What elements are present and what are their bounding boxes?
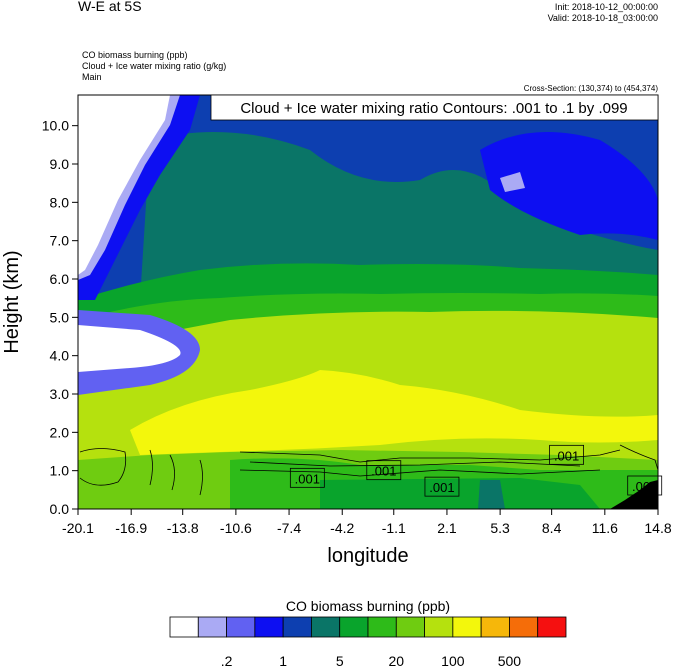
contour-line [239,449,621,463]
colorbar-swatch [169,616,199,638]
colorbar-swatch [226,616,256,638]
x-axis: -20.1 -16.9 -13.8 -10.6 -7.4 -4.2 -1.1 2.1 5.3 8.… [62,509,672,536]
x-tick-label: -16.9 [115,520,147,536]
colorbar-swatch [254,616,284,638]
colorbar-tick-label: 20 [388,653,404,667]
contour-label-box [549,444,584,465]
x-axis-label: longitude [327,545,408,567]
contour-line [169,454,175,491]
contour-label: .001 [295,471,320,486]
contour-labels: .001 .001 .001 .001 .001 [289,444,663,497]
band-yellow [130,370,658,455]
contour-label-box [289,467,325,488]
colorbar-swatch [424,616,454,638]
x-tick-label: -1.1 [382,520,406,536]
contour-line [619,444,659,471]
contour-title-box [210,94,659,121]
band-bottom-teal [478,480,505,509]
contour-label-box [627,475,663,496]
colorbar: .2 1 5 20 100 500 [169,616,567,667]
y-tick-label: 2.0 [50,424,70,440]
field-label-main: Main [82,72,102,82]
x-tick-label: 2.1 [437,520,457,536]
colorbar-swatch [480,616,510,638]
field-label-cloud: Cloud + Ice water mixing ratio (g/kg) [82,61,227,71]
contour-line [149,449,153,486]
band-teal [140,132,658,300]
terrain [610,480,658,509]
colorbar-tick-label: 5 [336,653,344,667]
colorbar-swatch [197,616,227,638]
band-left-intrusion-white [78,325,181,372]
x-tick-label: 14.8 [644,520,671,536]
cross-section-label: Cross-Section: (130,374) to (454,374) [523,84,658,93]
colorbar-swatch [339,616,369,638]
colorbar-swatch [509,616,539,638]
heatmap-field [78,95,658,509]
band-right-light-blue [500,172,525,192]
y-tick-label: 9.0 [50,156,70,172]
contour-label: .001 [371,464,396,479]
band-bottom-dark-green [320,478,600,509]
colorbar-swatch [395,616,425,638]
contour-label: .001 [632,479,657,494]
colorbar-tick-label: 100 [441,653,465,667]
y-tick-label: 4.0 [50,348,70,364]
contour-line [239,469,601,477]
valid-time: Valid: 2018-10-18_03:00:00 [547,13,658,23]
field-label-co: CO biomass burning (ppb) [82,50,188,60]
x-tick-label: 8.4 [542,520,562,536]
chart-title: W-E at 5S [78,0,142,14]
x-tick-label: -4.2 [330,520,354,536]
contour-line [249,461,581,467]
band-left-white [78,95,170,275]
colorbar-swatch [282,616,312,638]
contour-lines [79,444,659,496]
y-tick-label: 7.0 [50,233,70,249]
contour-label: .001 [554,448,579,463]
contour-label: .001 [429,480,454,495]
init-time: Init: 2018-10-12_00:00:00 [554,2,658,12]
colorbar-swatch [367,616,397,638]
colorbar-tick-label: 500 [498,653,522,667]
band-green-light [78,293,658,350]
y-axis: 0.0 1.0 2.0 3.0 4.0 5.0 6.0 7.0 8.0 9.0 10.0 [42,118,78,517]
x-tick-label: 5.3 [490,520,510,536]
y-tick-label: 5.0 [50,309,70,325]
x-tick-label: -7.4 [277,520,301,536]
contour-line [199,459,203,496]
contour-line [79,448,127,486]
y-tick-label: 8.0 [50,194,70,210]
colorbar-swatch [311,616,341,638]
colorbar-tick-label: .2 [221,653,233,667]
x-tick-label: -10.6 [220,520,252,536]
y-tick-label: 6.0 [50,271,70,287]
x-tick-label: 11.6 [592,520,618,536]
colorbar-swatch [537,616,567,638]
colorbar-swatch [452,616,482,638]
y-tick-label: 1.0 [50,463,70,479]
contour-label-box [366,460,402,481]
contour-title: Cloud + Ice water mixing ratio Contours:… [240,100,627,117]
x-tick-label: -13.8 [167,520,199,536]
colorbar-title: CO biomass burning (ppb) [286,598,450,614]
band-right-medium-blue [480,132,658,240]
y-tick-label: 0.0 [50,501,70,517]
colorbar-tick-label: 1 [279,653,287,667]
y-axis-label: Height (km) [1,250,23,353]
contour-label-box [424,476,460,497]
x-tick-label: -20.1 [62,520,94,536]
y-tick-label: 10.0 [42,118,69,134]
y-tick-label: 3.0 [50,386,70,402]
